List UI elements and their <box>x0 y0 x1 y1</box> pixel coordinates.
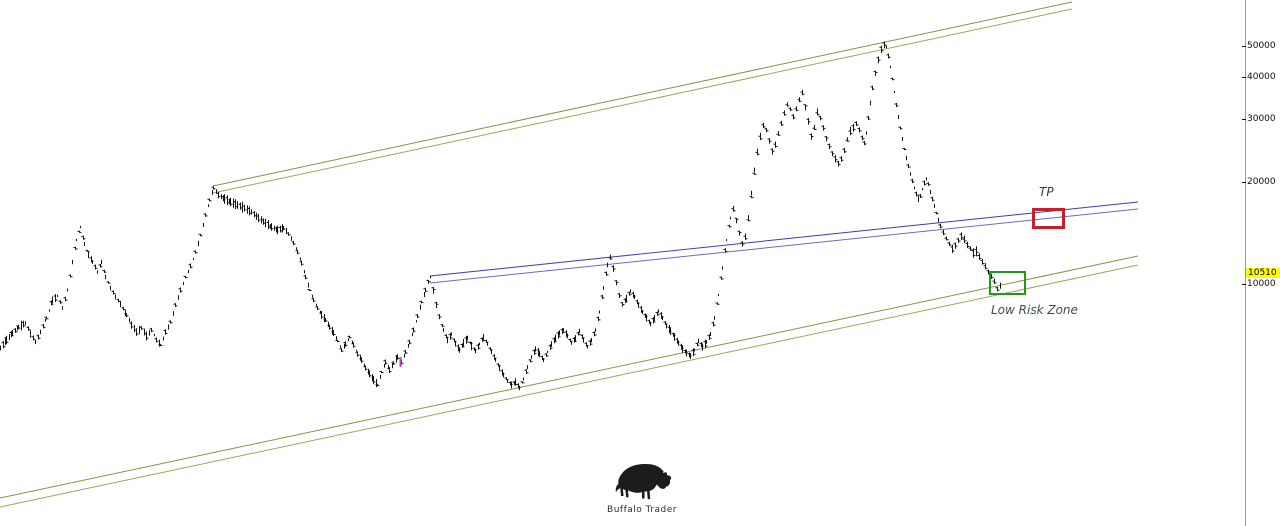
axis-tick <box>1242 283 1246 285</box>
olive-channel-upper-line-2[interactable] <box>212 8 1073 194</box>
axis-label: 40000 <box>1242 72 1276 82</box>
olive-channel-upper-line[interactable] <box>212 1 1073 187</box>
axis-tick <box>1242 181 1246 183</box>
axis-tick <box>1242 76 1246 78</box>
axis-label: 50000 <box>1242 41 1276 51</box>
axis-label: 10000 <box>1242 279 1276 289</box>
logo-title: Buffalo Trader <box>607 505 677 515</box>
axis-label: 20000 <box>1242 177 1276 187</box>
candlestick-series <box>0 41 1001 391</box>
olive-channel-lower-line-2[interactable] <box>0 264 1139 508</box>
tp-zone-box[interactable] <box>1032 208 1065 229</box>
axis-tick <box>1242 45 1246 47</box>
olive-channel-lower-line[interactable] <box>0 255 1139 499</box>
buffalo-trader-logo: Buffalo Trader <box>604 461 680 515</box>
price-axis-line <box>1245 0 1246 526</box>
bison-icon <box>615 463 672 500</box>
current-price-tag: 10510 <box>1246 268 1280 278</box>
low-risk-zone-box[interactable] <box>989 271 1026 295</box>
axis-label: 30000 <box>1242 114 1276 124</box>
axis-tick <box>1242 118 1246 120</box>
blue-channel-line-1[interactable] <box>429 201 1139 277</box>
blue-channel-line-2[interactable] <box>429 208 1139 284</box>
low-risk-zone-label: Low Risk Zone <box>991 303 1078 317</box>
tp-label: TP <box>1039 185 1054 199</box>
